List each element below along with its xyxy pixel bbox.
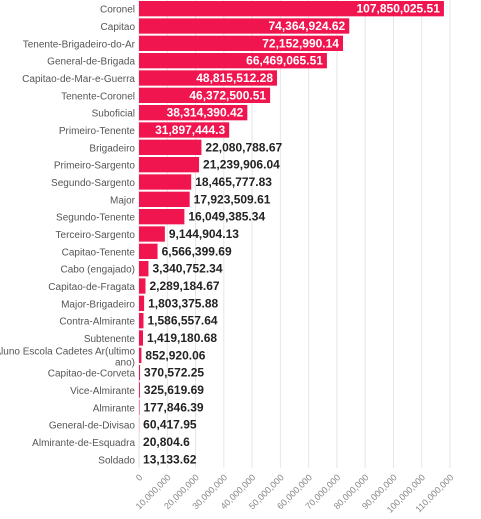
category-label: Segundo-Tenente: [56, 213, 135, 224]
category-label: Capitao-de-Mar-e-Guerra: [22, 74, 135, 85]
bar: [139, 382, 140, 398]
value-label: 21,239,906.04: [203, 158, 280, 172]
category-label: General-de-Brigada: [47, 57, 135, 68]
value-label: 20,804.6: [143, 435, 190, 449]
category-label: Primeiro-Tenente: [59, 126, 136, 137]
value-label: 74,364,924.62: [268, 19, 345, 33]
value-label: 17,923,509.61: [194, 192, 271, 206]
value-label: 16,049,385.34: [188, 210, 265, 224]
category-label: Subtenente: [84, 334, 136, 345]
value-label: 852,920.06: [145, 348, 205, 362]
value-label: 46,372,500.51: [189, 88, 266, 102]
bar: [139, 35, 343, 51]
value-label: 38,314,390.42: [167, 106, 244, 120]
value-label: 1,803,375.88: [148, 296, 218, 310]
value-label: 1,419,180.68: [147, 331, 217, 345]
bar: [139, 87, 271, 103]
bar: [139, 226, 165, 242]
category-label: Contra-Almirante: [59, 317, 135, 328]
value-label: 6,566,399.69: [162, 244, 232, 258]
bar: [139, 174, 192, 190]
bar: [139, 209, 185, 225]
bar: [139, 70, 278, 86]
category-label: Capitao-de-Fragata: [48, 282, 135, 293]
bar: [139, 122, 230, 138]
value-label: 72,152,990.14: [262, 36, 339, 50]
category-label: Tenente-Brigadeiro-do-Ar: [23, 39, 136, 50]
x-axis-ticks: 010,000,00020,000,00030,000,00040,000,00…: [134, 472, 456, 514]
category-label: Almirante: [93, 403, 136, 414]
category-label: Major-Brigadeiro: [61, 299, 135, 310]
value-labels: 107,850,025.51 74,364,924.62 72,152,990.14…: [143, 2, 440, 467]
value-label: 9,144,904.13: [169, 227, 239, 241]
bar: [139, 330, 144, 346]
category-label: Soldado: [98, 455, 135, 466]
bar: [139, 139, 202, 155]
bar: [139, 157, 200, 173]
bar: [139, 105, 248, 121]
category-label: Suboficial: [92, 109, 135, 120]
category-label: Capitao-Tenente: [62, 247, 136, 258]
value-label: 2,289,184.67: [149, 279, 219, 293]
value-label: 370,572.25: [144, 366, 204, 380]
value-label: 1,586,557.64: [147, 314, 217, 328]
category-label: Tenente-Coronel: [61, 91, 135, 102]
value-label: 60,417.95: [143, 418, 197, 432]
bar: [139, 53, 327, 69]
category-label: Almirante-de-Esquadra: [32, 438, 135, 449]
category-label: Aluno Escola Cadetes Ar(ultimo ano): [0, 346, 135, 368]
category-label: Brigadeiro: [89, 143, 135, 154]
bar: [139, 347, 142, 363]
bar: [139, 261, 149, 277]
category-label: Major: [110, 195, 136, 206]
category-label: Capitao-de-Corveta: [48, 369, 136, 380]
bars: [139, 1, 444, 467]
value-label: 107,850,025.51: [356, 2, 440, 16]
category-label: Segundo-Sargento: [51, 178, 135, 189]
bar: [139, 191, 190, 207]
bar: [139, 243, 158, 259]
value-label: 325,619.69: [144, 383, 204, 397]
value-label: 22,080,788.67: [205, 140, 282, 154]
category-label: Coronel: [100, 5, 135, 16]
value-label: 48,815,512.28: [196, 71, 273, 85]
category-label: Capitao: [101, 22, 136, 33]
value-label: 13,133.62: [143, 452, 197, 466]
bar: [139, 399, 140, 415]
x-tick-label: 0: [134, 472, 145, 483]
category-label: Terceiro-Sargento: [56, 230, 136, 241]
value-label: 177,846.39: [144, 400, 204, 414]
category-label: Primeiro-Sargento: [54, 161, 136, 172]
value-label: 31,897,444.3: [155, 123, 225, 137]
category-label: Cabo (engajado): [61, 265, 136, 276]
bar: [139, 365, 141, 381]
bar: [139, 295, 145, 311]
bar: [139, 1, 444, 17]
value-label: 66,469,065.51: [246, 54, 323, 68]
value-label: 18,465,777.83: [195, 175, 272, 189]
bar: [139, 278, 146, 294]
category-label: Vice-Almirante: [70, 386, 135, 397]
category-labels: Coronel Capitao Tenente-Brigadeiro-do-Ar Ge…: [0, 5, 136, 467]
category-label: General-de-Divisao: [49, 421, 136, 432]
bar: [139, 313, 144, 329]
bar: [139, 18, 350, 34]
value-label: 3,340,752.34: [152, 262, 222, 276]
